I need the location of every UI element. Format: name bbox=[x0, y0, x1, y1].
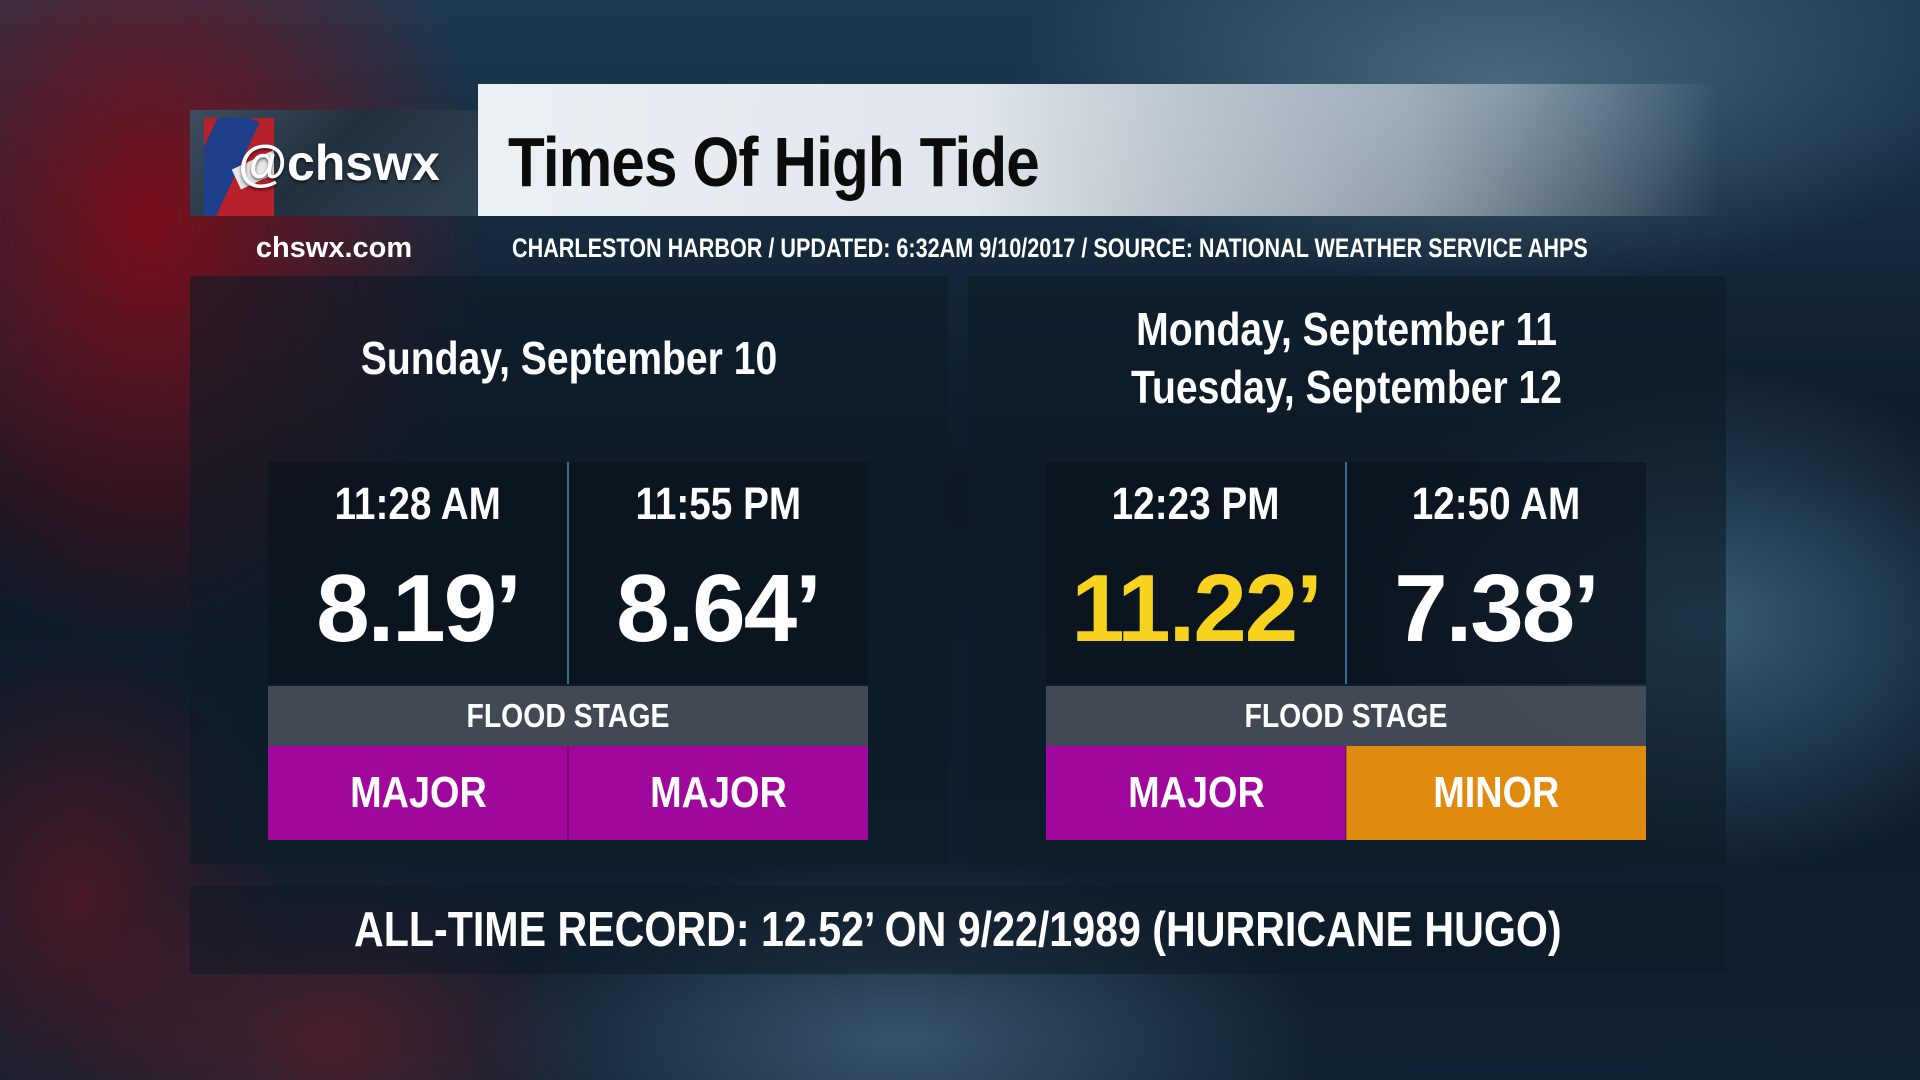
tide-height: 8.19’ bbox=[316, 555, 522, 662]
tide-height-highlight: 11.22’ bbox=[1071, 555, 1323, 662]
all-time-record-bar: ALL-TIME RECORD: 12.52’ ON 9/22/1989 (HU… bbox=[190, 886, 1726, 974]
site-url: chswx.com bbox=[255, 231, 413, 264]
tide-cell: 12:50 AM 7.38’ bbox=[1346, 462, 1646, 684]
badge-divider bbox=[567, 746, 569, 840]
title-banner: Times Of High Tide bbox=[478, 84, 1720, 216]
tide-height: 8.64’ bbox=[616, 555, 822, 662]
tide-grid-right: 12:23 PM 11.22’ 12:50 AM 7.38’ FLOOD STA… bbox=[1046, 462, 1646, 840]
tide-grid-left: 11:28 AM 8.19’ 11:55 PM 8.64’ FLOOD STAG… bbox=[268, 462, 868, 840]
day-line: Tuesday, September 12 bbox=[1131, 361, 1563, 413]
day-line: Monday, September 11 bbox=[1136, 303, 1558, 355]
flood-stage-badge: MAJOR bbox=[268, 746, 568, 840]
flood-stage-label: FLOOD STAGE bbox=[268, 686, 868, 746]
tide-height: 7.38’ bbox=[1394, 555, 1600, 662]
tide-time: 11:28 AM bbox=[334, 478, 502, 529]
flood-stage-badge: MAJOR bbox=[568, 746, 868, 840]
tide-time: 11:55 PM bbox=[635, 478, 801, 529]
column-divider bbox=[567, 462, 569, 684]
chswx-logo: @chswx bbox=[190, 110, 478, 216]
day-heading-left: Sunday, September 10 bbox=[190, 318, 948, 398]
flood-stage-label: FLOOD STAGE bbox=[1046, 686, 1646, 746]
logo-handle: @chswx bbox=[238, 135, 440, 191]
flag-graphic bbox=[204, 118, 274, 216]
column-divider bbox=[1345, 462, 1347, 684]
day-heading-right: Monday, September 11 Tuesday, September … bbox=[968, 296, 1726, 420]
flood-stage-badge: MAJOR bbox=[1046, 746, 1346, 840]
badge-divider bbox=[1345, 746, 1347, 840]
tide-time: 12:50 AM bbox=[1411, 478, 1581, 529]
tide-cell: 11:55 PM 8.64’ bbox=[568, 462, 868, 684]
tide-cell: 11:28 AM 8.19’ bbox=[268, 462, 568, 684]
day-line: Sunday, September 10 bbox=[360, 332, 778, 384]
subtitle-source-line: CHARLESTON HARBOR / UPDATED: 6:32AM 9/10… bbox=[512, 232, 1588, 263]
page-title: Times Of High Tide bbox=[508, 123, 1040, 201]
record-text: ALL-TIME RECORD: 12.52’ ON 9/22/1989 (HU… bbox=[354, 903, 1562, 957]
tide-time: 12:23 PM bbox=[1112, 478, 1280, 529]
flood-stage-badge: MINOR bbox=[1346, 746, 1646, 840]
tide-cell: 12:23 PM 11.22’ bbox=[1046, 462, 1346, 684]
